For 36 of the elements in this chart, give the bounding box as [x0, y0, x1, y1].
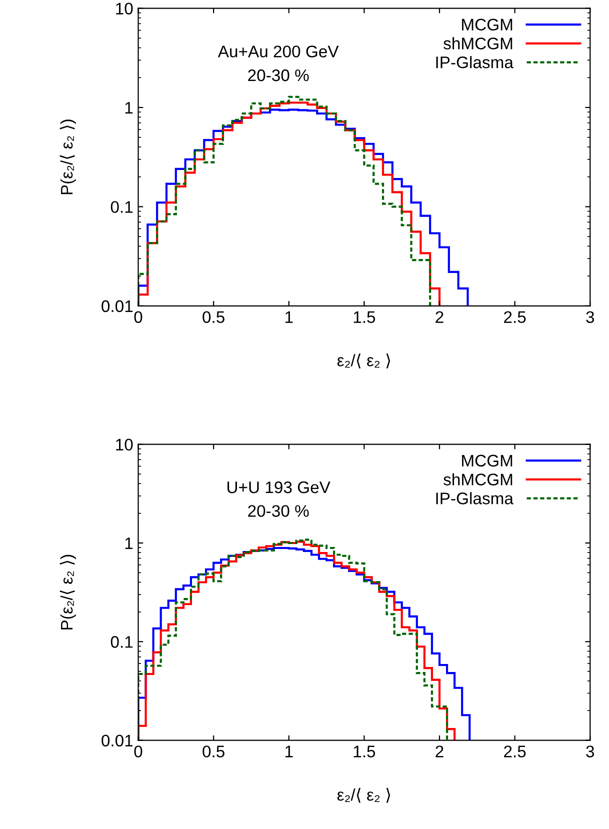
annotation: U+U 193 GeV [228, 481, 330, 494]
y-tick-label: 1 [125, 538, 133, 550]
legend-label: IP-Glasma [436, 56, 514, 68]
x-tick-label: 3 [586, 311, 594, 324]
legend-label: IP-Glasma [436, 492, 514, 504]
x-tick-label: 2 [436, 311, 444, 323]
x-tick-label: 0.5 [202, 311, 224, 324]
annotation: 20-30 % [248, 505, 309, 517]
legend-label: MCGM [462, 18, 512, 31]
x-axis-title: ε₂/⟨ ε₂ ⟩ [337, 354, 390, 368]
annotation: Au+Au 200 GeV [218, 46, 339, 58]
y-tick-label: 10 [116, 2, 133, 14]
y-axis-title: P(ε₂/⟨ ε₂ ⟩) [60, 120, 76, 194]
legend-label: shMCGM [444, 473, 512, 486]
x-tick-label: 1.5 [354, 311, 376, 324]
legend-label: shMCGM [444, 37, 512, 50]
x-tick-label: 3 [586, 746, 594, 758]
x-tick-label: 2.5 [504, 311, 526, 324]
y-tick-label: 0.01 [102, 734, 133, 746]
y-tick-label: 0.1 [110, 636, 133, 648]
x-tick-label: 2.5 [504, 746, 526, 758]
legend-label: MCGM [462, 454, 512, 467]
y-tick-label: 0.1 [110, 201, 133, 213]
x-tick-label: 2 [436, 746, 444, 758]
x-tick-label: 0 [134, 746, 142, 758]
x-tick-label: 0.5 [202, 746, 224, 758]
x-axis-title: ε₂/⟨ ε₂ ⟩ [337, 788, 390, 803]
y-axis-title: P(ε₂/⟨ ε₂ ⟩) [60, 554, 76, 630]
x-tick-label: 1 [286, 746, 293, 758]
x-tick-label: 0 [134, 311, 142, 324]
x-tick-label: 1.5 [354, 746, 376, 758]
x-tick-label: 1 [286, 311, 293, 323]
annotation: 20-30 % [248, 69, 309, 82]
y-tick-label: 0.01 [102, 300, 133, 312]
y-tick-label: 10 [116, 438, 133, 451]
y-tick-label: 1 [125, 102, 133, 114]
